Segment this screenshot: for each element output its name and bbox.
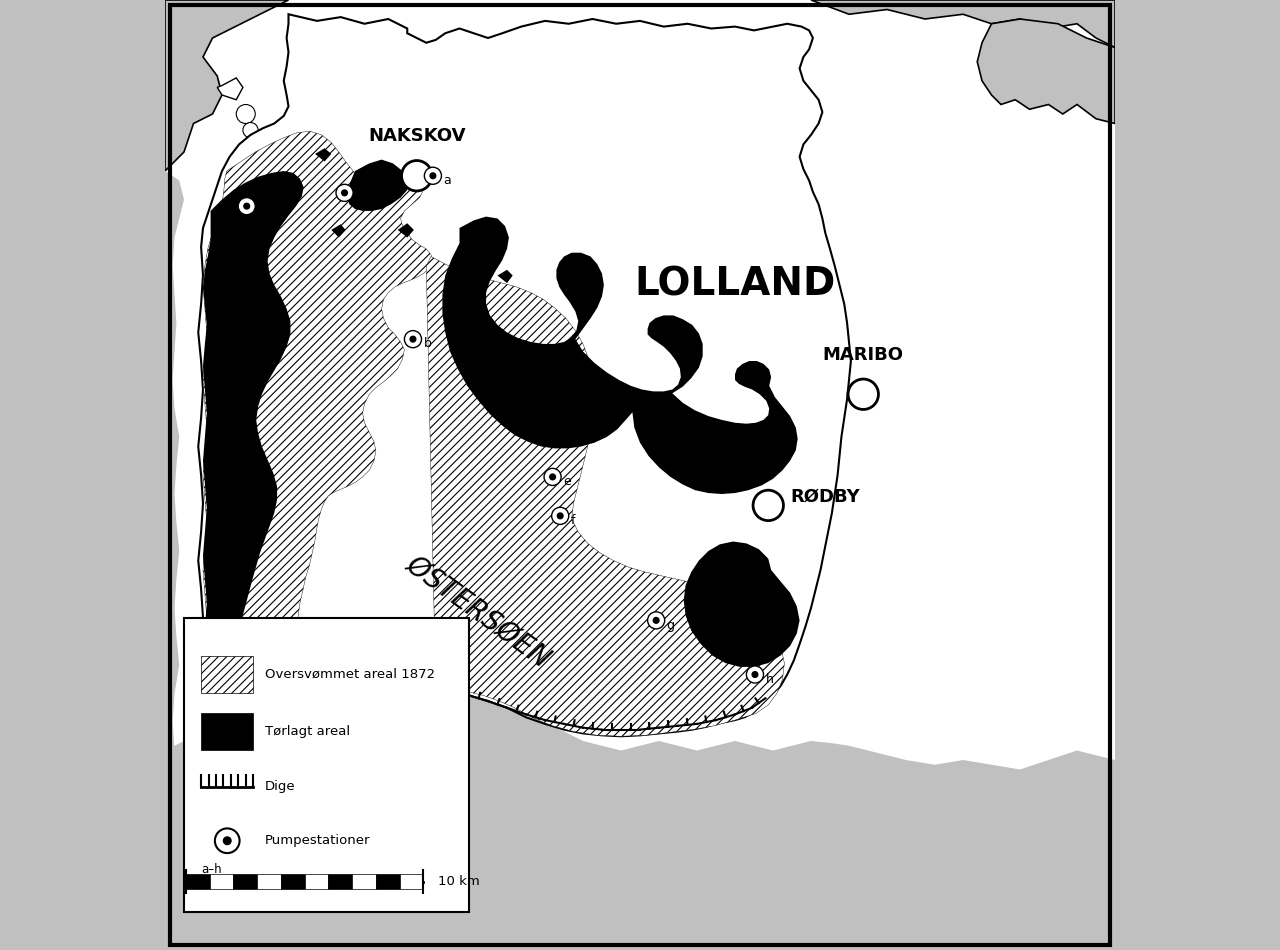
- Circle shape: [410, 336, 416, 342]
- Bar: [210, 874, 233, 889]
- Bar: [329, 874, 352, 889]
- Polygon shape: [165, 171, 298, 950]
- Text: LOLLAND: LOLLAND: [635, 266, 836, 304]
- Polygon shape: [443, 217, 797, 494]
- Circle shape: [238, 198, 255, 215]
- Circle shape: [552, 507, 568, 524]
- Polygon shape: [398, 223, 413, 238]
- Circle shape: [648, 612, 664, 629]
- Bar: [280, 874, 305, 889]
- Circle shape: [404, 331, 421, 348]
- Circle shape: [244, 203, 250, 209]
- Text: h: h: [765, 673, 773, 686]
- Bar: [305, 874, 329, 889]
- Circle shape: [215, 828, 239, 853]
- Bar: [184, 618, 468, 912]
- Bar: [201, 656, 253, 693]
- Text: NAKSKOV: NAKSKOV: [369, 127, 466, 145]
- Text: a: a: [443, 174, 451, 187]
- Polygon shape: [684, 542, 800, 667]
- Bar: [352, 874, 376, 889]
- Polygon shape: [204, 131, 433, 714]
- Text: Oversvømmet areal 1872: Oversvømmet areal 1872: [265, 668, 435, 681]
- Circle shape: [746, 666, 763, 683]
- Circle shape: [544, 468, 561, 485]
- Circle shape: [549, 474, 556, 480]
- Circle shape: [224, 837, 230, 845]
- Circle shape: [849, 379, 878, 409]
- Circle shape: [753, 490, 783, 521]
- Circle shape: [425, 167, 442, 184]
- Polygon shape: [165, 0, 288, 171]
- Text: Dige: Dige: [265, 780, 296, 793]
- Circle shape: [557, 513, 563, 519]
- Text: ØSTERSØEN: ØSTERSØEN: [401, 551, 556, 674]
- Bar: [376, 874, 399, 889]
- Circle shape: [243, 123, 259, 138]
- Text: a–h: a–h: [201, 863, 221, 876]
- Text: e: e: [563, 475, 571, 488]
- Polygon shape: [315, 148, 332, 162]
- Bar: [257, 874, 280, 889]
- Polygon shape: [165, 684, 1115, 950]
- Polygon shape: [426, 256, 785, 736]
- Bar: [186, 874, 210, 889]
- Text: Tørlagt areal: Tørlagt areal: [265, 725, 349, 738]
- Polygon shape: [347, 160, 408, 211]
- Polygon shape: [204, 171, 303, 698]
- Circle shape: [237, 104, 255, 124]
- Text: MARIBO: MARIBO: [823, 346, 904, 364]
- Bar: [233, 874, 257, 889]
- Text: g: g: [667, 618, 675, 632]
- Text: Pumpestationer: Pumpestationer: [265, 834, 370, 847]
- Bar: [201, 713, 253, 750]
- Polygon shape: [498, 270, 513, 283]
- Polygon shape: [198, 14, 851, 736]
- Polygon shape: [332, 224, 346, 238]
- Text: RØDBY: RØDBY: [790, 487, 860, 505]
- Polygon shape: [218, 78, 243, 100]
- Text: f: f: [571, 514, 575, 527]
- Text: b: b: [424, 337, 431, 351]
- Text: d: d: [257, 204, 265, 218]
- Polygon shape: [812, 0, 1115, 48]
- Polygon shape: [977, 19, 1115, 124]
- Text: c: c: [355, 191, 362, 204]
- Circle shape: [342, 190, 347, 196]
- Circle shape: [402, 161, 431, 191]
- Bar: [399, 874, 424, 889]
- Text: 10 km: 10 km: [438, 875, 480, 888]
- Circle shape: [753, 672, 758, 677]
- Circle shape: [430, 173, 435, 179]
- Circle shape: [653, 618, 659, 623]
- Circle shape: [335, 184, 353, 201]
